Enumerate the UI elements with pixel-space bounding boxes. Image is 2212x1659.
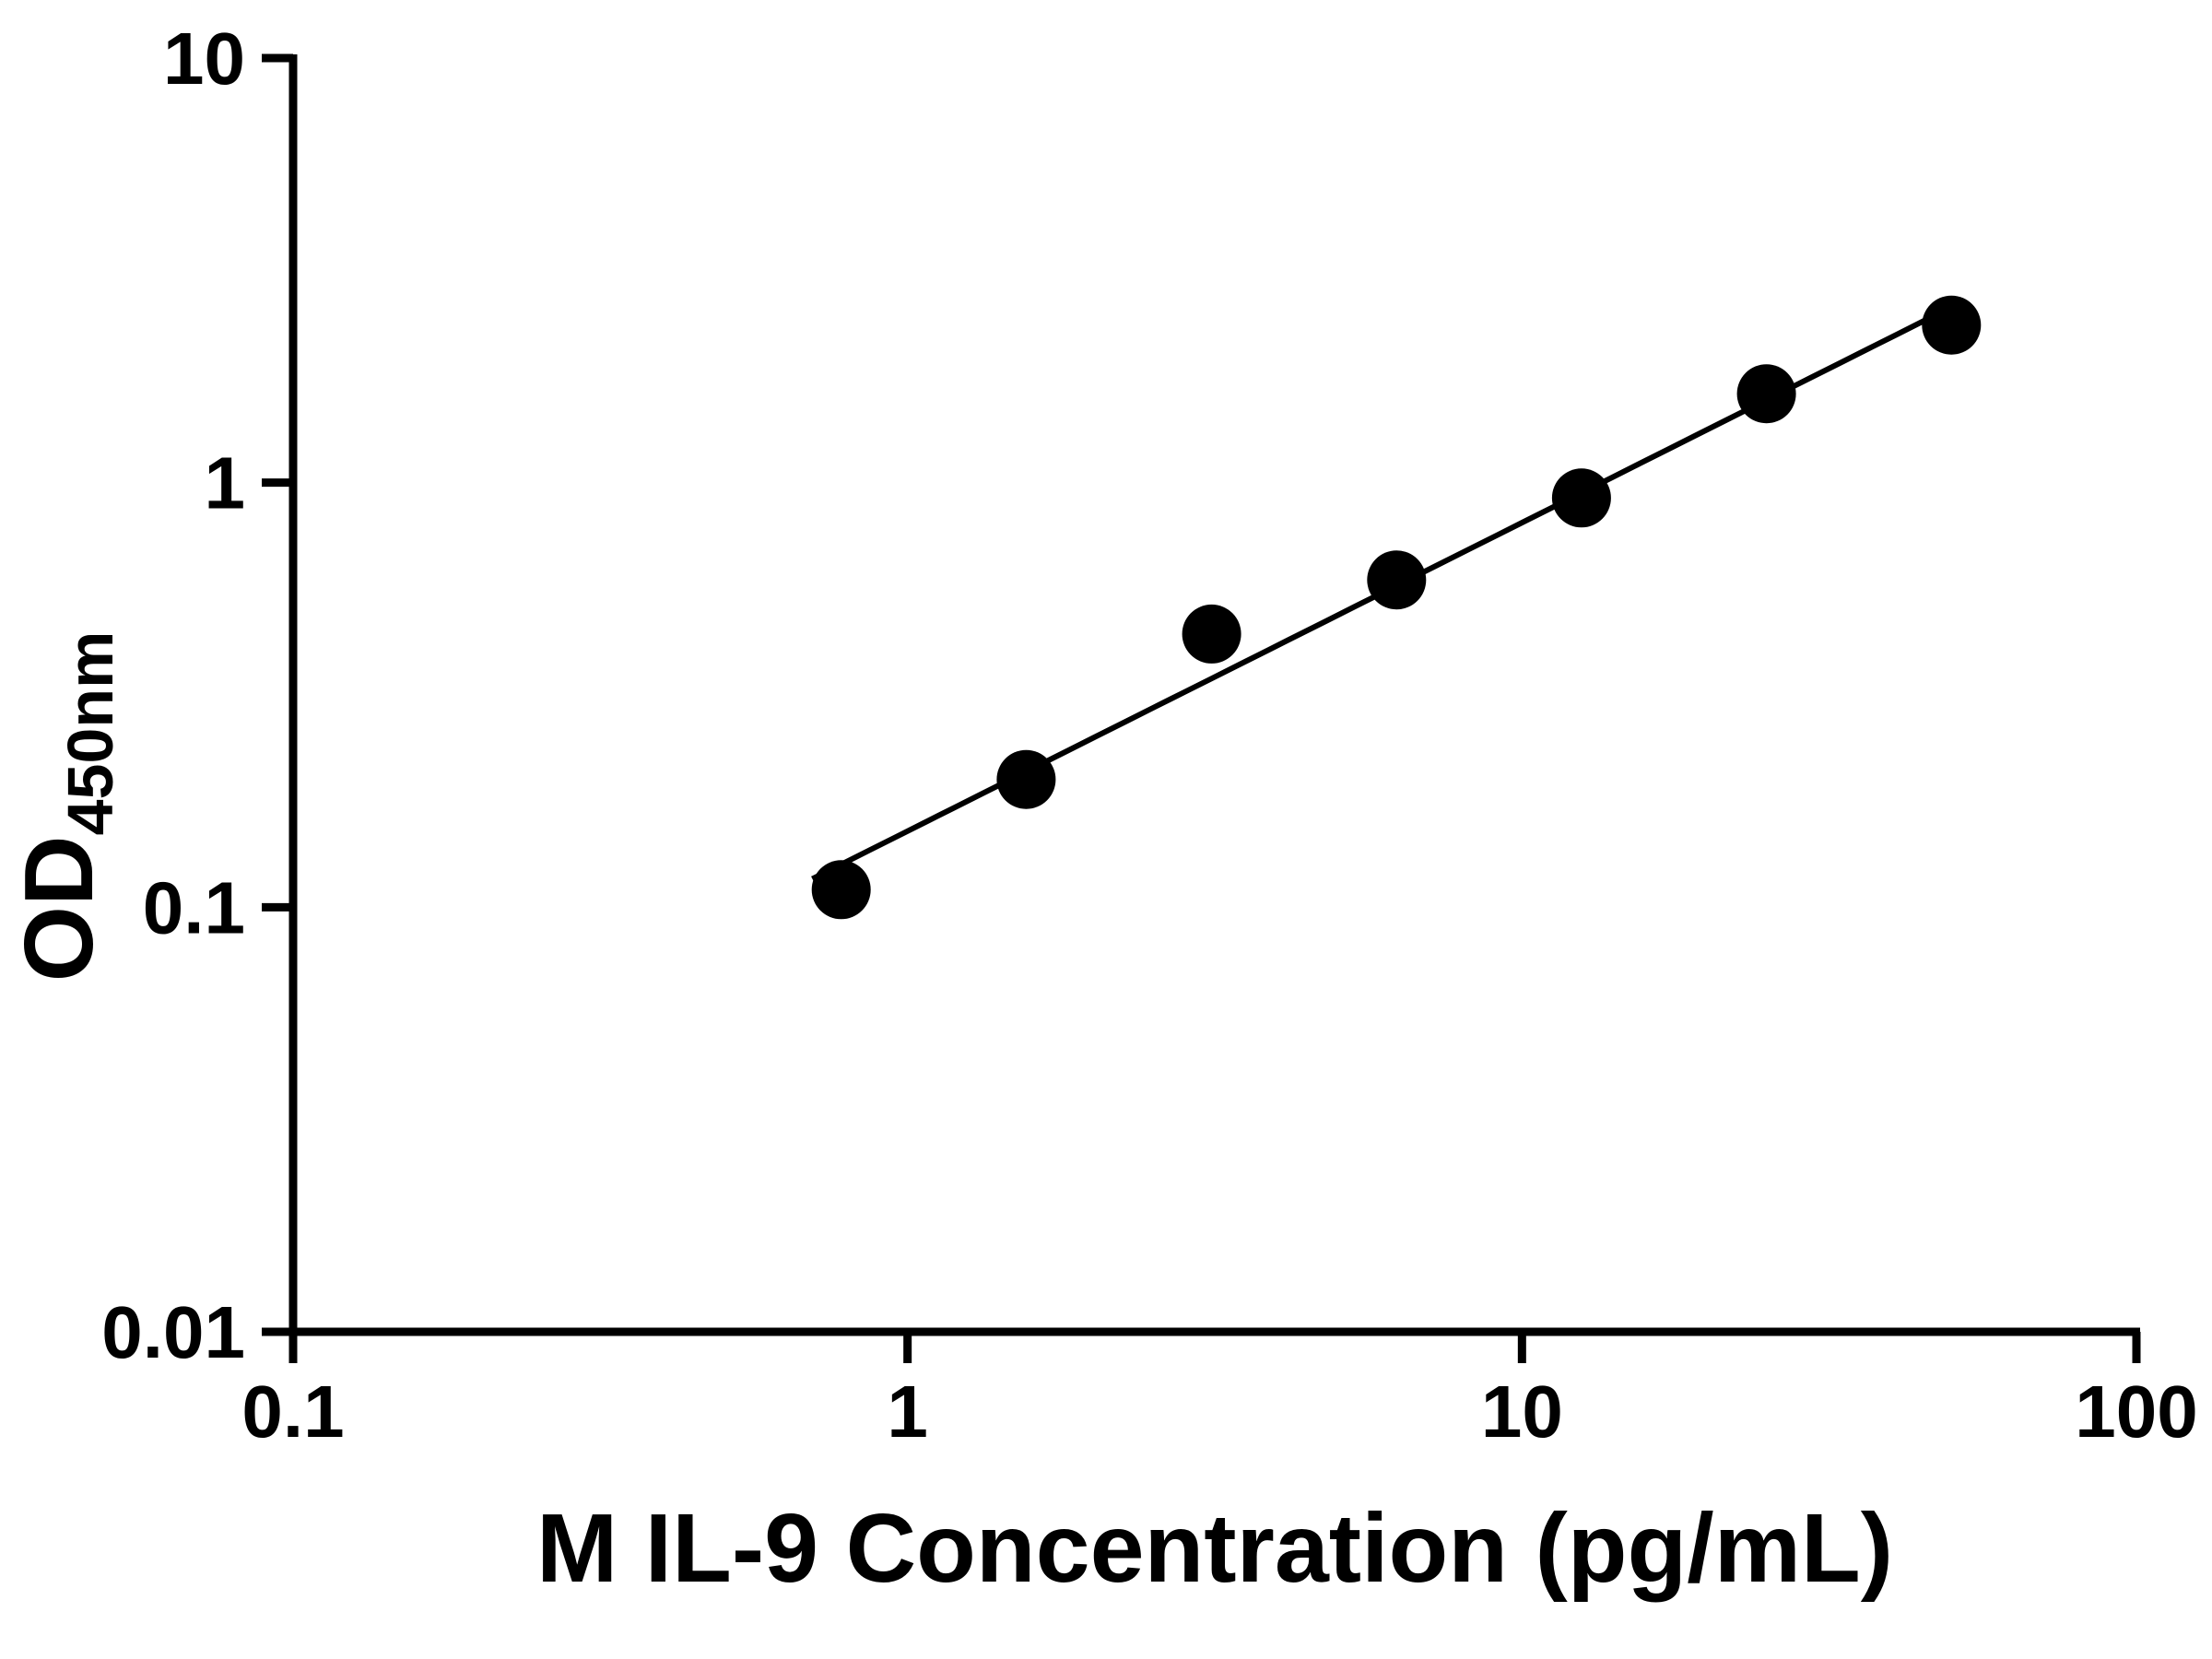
- y-tick-label: 10: [163, 18, 245, 100]
- data-point: [1182, 604, 1241, 664]
- x-tick-label: 0.1: [241, 1371, 344, 1453]
- data-point: [1736, 364, 1796, 424]
- y-axis-title-sub: 450nm: [54, 631, 126, 836]
- data-point: [811, 860, 871, 920]
- y-tick-label: 0.01: [101, 1291, 245, 1373]
- y-tick-label: 1: [205, 442, 246, 524]
- y-axis-title-main: OD: [5, 835, 113, 982]
- data-point: [1922, 295, 1982, 355]
- data-point: [1551, 468, 1611, 528]
- x-tick-label: 10: [1481, 1371, 1563, 1453]
- data-point: [996, 749, 1056, 809]
- x-axis-title: M IL-9 Concentration (pg/mL): [536, 1494, 1893, 1603]
- y-tick-label: 0.1: [143, 866, 245, 948]
- x-tick-label: 1: [887, 1371, 928, 1453]
- data-point: [1367, 550, 1427, 610]
- plot-layer: [811, 295, 1982, 920]
- x-tick-label: 100: [2075, 1371, 2197, 1453]
- y-axis-title: OD450nm: [5, 631, 126, 982]
- axis-spine: [288, 54, 2140, 1336]
